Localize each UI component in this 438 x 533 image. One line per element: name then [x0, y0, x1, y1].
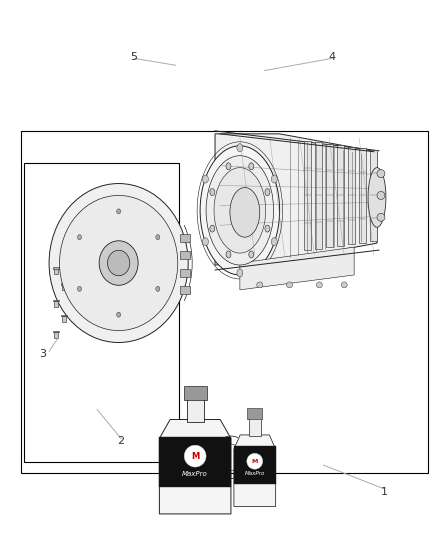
- Bar: [348, 147, 355, 244]
- Bar: [54, 269, 58, 274]
- Ellipse shape: [117, 312, 120, 317]
- Bar: [180, 286, 190, 294]
- Polygon shape: [240, 247, 354, 290]
- Ellipse shape: [377, 191, 385, 199]
- Ellipse shape: [202, 238, 208, 246]
- Ellipse shape: [368, 168, 386, 227]
- Text: M: M: [191, 451, 199, 461]
- Ellipse shape: [237, 269, 243, 277]
- Text: MaxPro: MaxPro: [244, 471, 265, 475]
- Ellipse shape: [60, 196, 178, 330]
- Bar: [370, 150, 377, 241]
- Bar: [53, 331, 59, 332]
- Ellipse shape: [78, 286, 81, 292]
- Ellipse shape: [78, 235, 81, 240]
- Ellipse shape: [76, 233, 83, 241]
- Polygon shape: [215, 134, 377, 265]
- Bar: [187, 398, 204, 422]
- Ellipse shape: [107, 251, 130, 276]
- Ellipse shape: [115, 207, 122, 215]
- Bar: [159, 438, 231, 487]
- Circle shape: [341, 282, 347, 288]
- Ellipse shape: [70, 207, 167, 319]
- Ellipse shape: [156, 235, 160, 240]
- Ellipse shape: [115, 311, 122, 319]
- Ellipse shape: [49, 183, 188, 343]
- Ellipse shape: [377, 213, 385, 221]
- Ellipse shape: [210, 225, 215, 232]
- Bar: [249, 418, 261, 436]
- Bar: [53, 300, 59, 302]
- Ellipse shape: [81, 219, 157, 307]
- Circle shape: [286, 282, 293, 288]
- Bar: [54, 301, 58, 307]
- Ellipse shape: [249, 163, 254, 170]
- Ellipse shape: [249, 251, 254, 258]
- Bar: [61, 315, 67, 317]
- Bar: [234, 446, 276, 483]
- Ellipse shape: [154, 285, 161, 293]
- Ellipse shape: [226, 163, 231, 170]
- Bar: [180, 269, 190, 277]
- Text: MaxPro: MaxPro: [182, 471, 208, 477]
- Text: 2: 2: [117, 437, 125, 446]
- Ellipse shape: [202, 175, 208, 183]
- Bar: [61, 283, 67, 285]
- Bar: [337, 146, 344, 246]
- Text: 4: 4: [328, 52, 336, 62]
- Bar: [21, 132, 428, 473]
- Bar: [62, 284, 66, 290]
- Polygon shape: [234, 435, 276, 506]
- Bar: [359, 148, 366, 243]
- Text: M: M: [251, 459, 258, 464]
- Ellipse shape: [237, 144, 243, 152]
- Circle shape: [316, 282, 322, 288]
- Text: 1: 1: [381, 487, 388, 497]
- Bar: [53, 267, 59, 269]
- Circle shape: [257, 282, 263, 288]
- Ellipse shape: [200, 146, 279, 275]
- Circle shape: [247, 453, 263, 469]
- Ellipse shape: [271, 238, 277, 246]
- Ellipse shape: [230, 188, 260, 237]
- Bar: [184, 386, 207, 400]
- Ellipse shape: [156, 286, 160, 292]
- Ellipse shape: [99, 241, 138, 285]
- Text: 3: 3: [39, 349, 46, 359]
- Ellipse shape: [117, 209, 120, 214]
- Ellipse shape: [377, 169, 385, 177]
- Bar: [180, 251, 190, 259]
- Bar: [326, 144, 333, 247]
- Circle shape: [184, 445, 206, 467]
- Ellipse shape: [226, 251, 231, 258]
- Bar: [180, 234, 190, 242]
- Text: 5: 5: [131, 52, 138, 62]
- Ellipse shape: [265, 225, 270, 232]
- Ellipse shape: [206, 156, 274, 265]
- Bar: [247, 408, 262, 419]
- Polygon shape: [159, 419, 231, 514]
- Ellipse shape: [210, 189, 215, 196]
- Ellipse shape: [89, 230, 148, 296]
- Bar: [54, 332, 58, 338]
- Bar: [24, 163, 179, 463]
- Ellipse shape: [265, 189, 270, 196]
- Bar: [62, 316, 66, 322]
- Bar: [315, 142, 322, 248]
- Ellipse shape: [76, 285, 83, 293]
- Ellipse shape: [154, 233, 161, 241]
- Ellipse shape: [271, 175, 277, 183]
- Bar: [304, 141, 311, 250]
- Ellipse shape: [214, 168, 266, 253]
